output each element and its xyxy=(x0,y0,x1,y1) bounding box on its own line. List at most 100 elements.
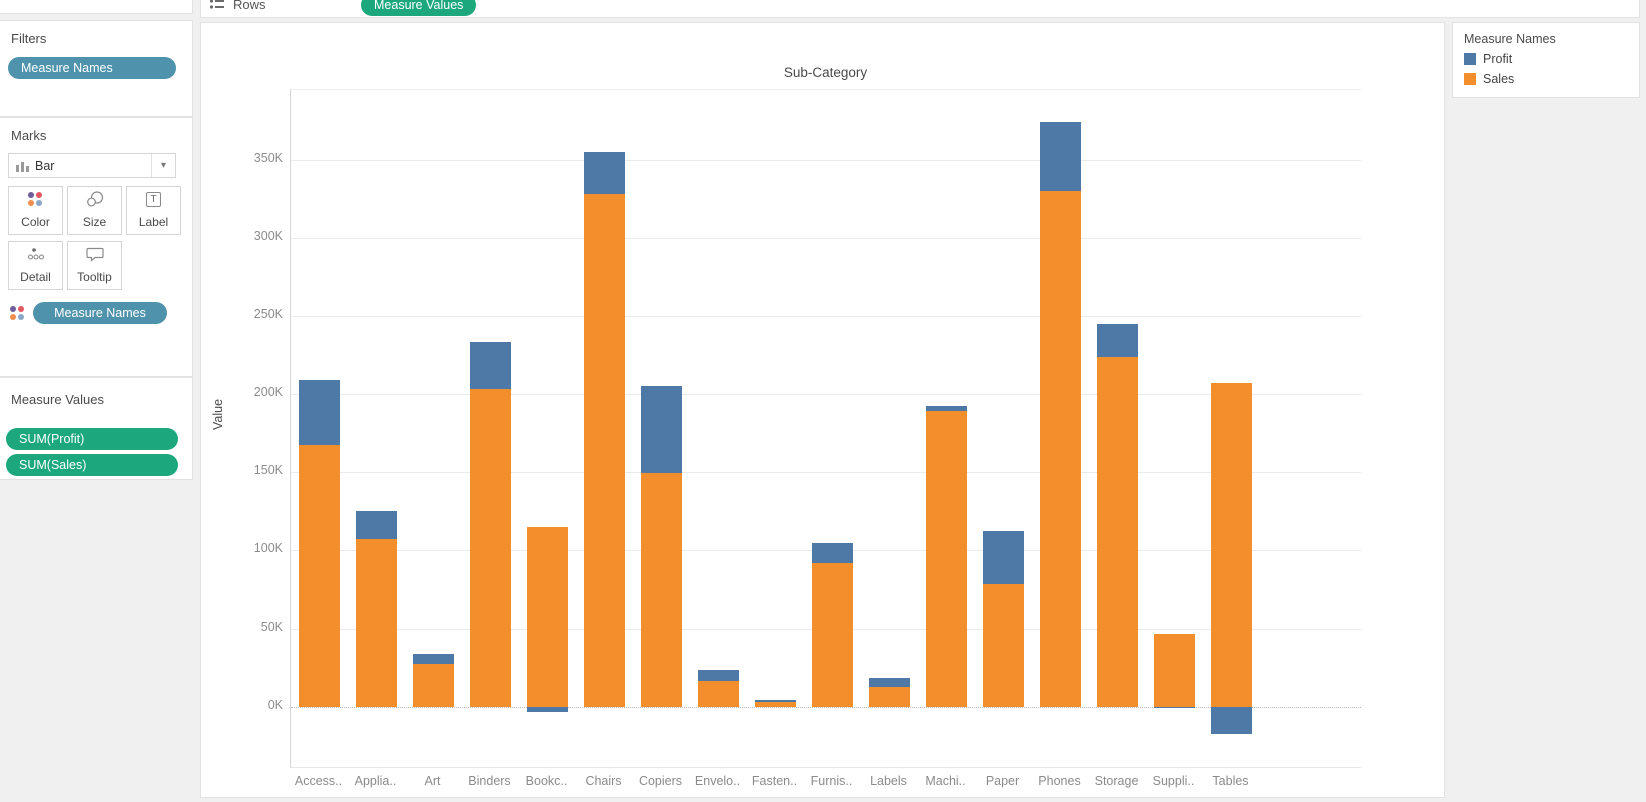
bar-segment-profit[interactable] xyxy=(983,530,1024,585)
sales-swatch xyxy=(1464,73,1476,85)
bar-segment-profit[interactable] xyxy=(926,405,967,412)
bar-segment-sales[interactable] xyxy=(812,563,853,707)
bar-segment-profit[interactable] xyxy=(356,510,397,539)
size-icon xyxy=(86,187,104,211)
bar-segment-sales[interactable] xyxy=(926,411,967,707)
x-category-label[interactable]: Chairs xyxy=(585,774,622,788)
mark-type-dropdown[interactable]: Bar ▾ xyxy=(8,153,176,178)
bar-segment-sales[interactable] xyxy=(1211,383,1252,707)
bar-segment-profit[interactable] xyxy=(812,542,853,564)
bar-segment-profit[interactable] xyxy=(755,700,796,702)
y-tick-label: 250K xyxy=(253,307,283,322)
x-category-label[interactable]: Copiers xyxy=(638,774,683,788)
bar-segment-sales[interactable] xyxy=(1040,191,1081,707)
x-category-label[interactable]: Bookc.. xyxy=(525,774,568,788)
bar-segment-profit[interactable] xyxy=(1097,323,1138,358)
bar-segment-profit[interactable] xyxy=(869,678,910,688)
x-category-label[interactable]: Binders xyxy=(468,774,511,788)
x-category-label[interactable]: Envelo.. xyxy=(694,774,741,788)
rows-pill-measure-values[interactable]: Measure Values xyxy=(361,0,477,16)
y-tick-label: 50K xyxy=(260,619,283,634)
y-tick-label: 200K xyxy=(253,385,283,400)
legend-item-profit[interactable]: Profit xyxy=(1464,52,1639,66)
filter-pill-measure-names[interactable]: Measure Names xyxy=(8,57,176,79)
x-category-label[interactable]: Fasten.. xyxy=(751,774,798,788)
y-tick-label: 0K xyxy=(267,697,283,712)
legend-title: Measure Names xyxy=(1464,32,1556,46)
x-category-label[interactable]: Tables xyxy=(1212,774,1249,788)
chart-view: Sub-Category Value 0K 50K 100K 150K 200K 250K… xyxy=(200,22,1445,798)
bar-segment-profit[interactable] xyxy=(299,379,340,446)
x-category-label[interactable]: Paper xyxy=(985,774,1020,788)
bar-segment-profit[interactable] xyxy=(527,706,568,713)
tooltip-button[interactable]: Tooltip xyxy=(67,241,122,290)
bar-segment-sales[interactable] xyxy=(983,584,1024,707)
filters-panel: Filters Measure Names xyxy=(0,20,193,117)
bar-segment-profit[interactable] xyxy=(1040,121,1081,192)
chevron-down-icon[interactable]: ▾ xyxy=(151,154,175,177)
rows-shelf: Rows Measure Values xyxy=(200,0,1640,18)
data-pane-stub xyxy=(0,0,193,14)
bar-segment-sales[interactable] xyxy=(356,538,397,707)
bar-segment-profit[interactable] xyxy=(470,341,511,390)
bar-segment-sales[interactable] xyxy=(584,193,625,707)
x-category-label[interactable]: Labels xyxy=(870,774,907,788)
tooltip-icon xyxy=(85,242,104,266)
bar-segment-sales[interactable] xyxy=(1154,633,1195,707)
gridline xyxy=(291,238,1361,240)
measure-values-title: Measure Values xyxy=(11,392,104,407)
profit-swatch xyxy=(1464,53,1476,65)
legend-item-sales[interactable]: Sales xyxy=(1464,72,1639,86)
x-category-label[interactable]: Phones xyxy=(1038,774,1081,788)
y-tick-label: 150K xyxy=(253,463,283,478)
y-tick-label: 100K xyxy=(253,541,283,556)
bar-segment-profit[interactable] xyxy=(1211,706,1252,735)
gridline xyxy=(291,160,1361,162)
label-button[interactable]: T Label xyxy=(126,186,181,235)
x-category-label[interactable]: Applia.. xyxy=(354,774,397,788)
rows-icon xyxy=(209,0,225,10)
x-category-label[interactable]: Storage xyxy=(1094,774,1139,788)
gridline xyxy=(291,394,1361,396)
detail-button[interactable]: Detail xyxy=(8,241,63,290)
x-category-label[interactable]: Furnis.. xyxy=(810,774,853,788)
bar-segment-sales[interactable] xyxy=(470,389,511,707)
label-icon: T xyxy=(146,187,161,211)
bar-segment-profit[interactable] xyxy=(641,386,682,474)
legend-measure-names: Measure Names Profit Sales xyxy=(1452,22,1640,98)
bar-segment-sales[interactable] xyxy=(641,473,682,707)
marks-pill-measure-names[interactable]: Measure Names xyxy=(33,302,167,324)
x-category-label[interactable]: Art xyxy=(424,774,441,788)
gridline xyxy=(291,472,1361,474)
bar-segment-sales[interactable] xyxy=(527,527,568,707)
bar-segment-sales[interactable] xyxy=(698,680,739,707)
bar-segment-profit[interactable] xyxy=(698,669,739,681)
y-axis-title[interactable]: Value xyxy=(211,398,225,430)
bar-segment-profit[interactable] xyxy=(584,152,625,194)
color-icon xyxy=(10,305,25,321)
detail-icon xyxy=(27,242,45,266)
gridline xyxy=(291,316,1361,318)
y-tick-label: 350K xyxy=(253,151,283,166)
bar-segment-sales[interactable] xyxy=(755,701,796,707)
color-icon xyxy=(28,187,43,211)
bar-chart-icon xyxy=(16,160,29,172)
bar-segment-sales[interactable] xyxy=(869,687,910,707)
pill-sum-sales[interactable]: SUM(Sales) xyxy=(6,454,178,476)
pill-sum-profit[interactable]: SUM(Profit) xyxy=(6,428,178,450)
x-category-label[interactable]: Access.. xyxy=(294,774,343,788)
size-button[interactable]: Size xyxy=(67,186,122,235)
marks-panel: Marks Bar ▾ Color Size T Labe xyxy=(0,117,193,377)
filters-title: Filters xyxy=(11,31,47,46)
color-button[interactable]: Color xyxy=(8,186,63,235)
bar-segment-profit[interactable] xyxy=(1154,706,1195,709)
x-category-label[interactable]: Suppli.. xyxy=(1152,774,1195,788)
zero-gridline xyxy=(291,706,1361,708)
marks-title: Marks xyxy=(11,128,47,143)
y-tick-label: 300K xyxy=(253,229,283,244)
x-category-label[interactable]: Machi.. xyxy=(925,774,966,788)
bar-segment-sales[interactable] xyxy=(1097,357,1138,707)
bar-segment-profit[interactable] xyxy=(413,654,454,665)
bar-segment-sales[interactable] xyxy=(413,664,454,707)
bar-segment-sales[interactable] xyxy=(299,445,340,707)
